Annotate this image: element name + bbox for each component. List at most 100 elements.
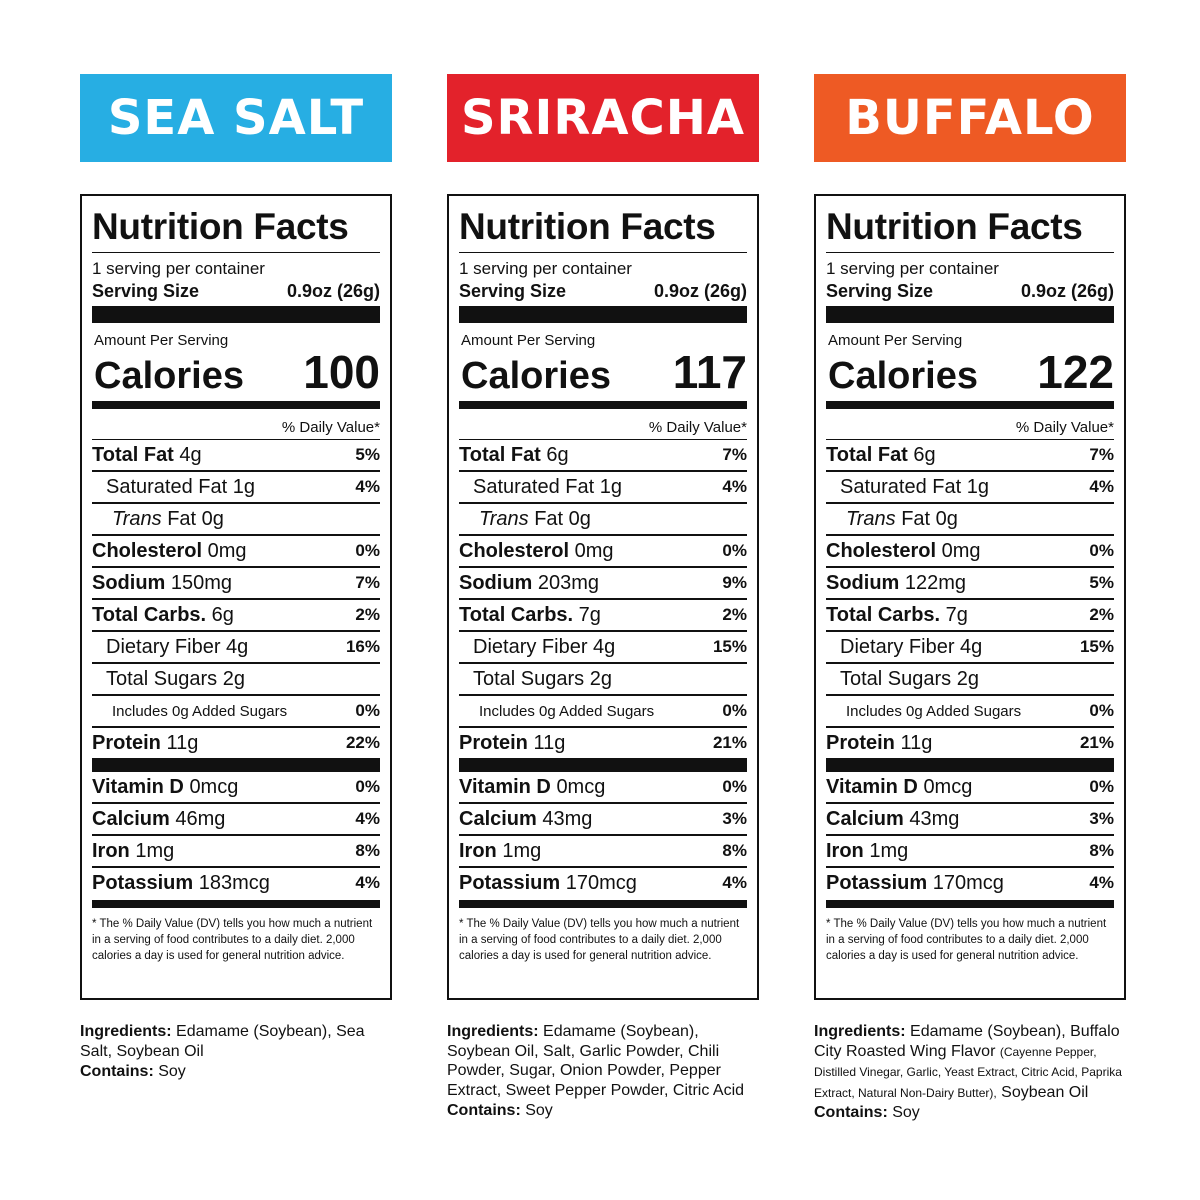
nutrient-dv: 3% <box>722 809 747 828</box>
nutrition-facts-label: Nutrition Facts 1 serving per container … <box>814 194 1126 1000</box>
flavor-banner: SEA SALT <box>80 74 392 162</box>
nutrient-label: Calcium <box>826 807 904 830</box>
nutrient-amount: 1mg <box>869 839 909 862</box>
nutrient-row-total-sugars: Total Sugars 2g <box>459 664 747 696</box>
daily-value-header: % Daily Value* <box>459 417 747 440</box>
nutrient-row-saturated-fat: Saturated Fat 1g 4% <box>826 472 1114 504</box>
nutrient-label: Dietary Fiber <box>473 635 588 658</box>
nutrient-row-saturated-fat: Saturated Fat 1g 4% <box>459 472 747 504</box>
ingredients-list: Edamame (Soybean), Soybean Oil, Salt, Ga… <box>447 1023 745 1099</box>
nutrient-amount: 183mcg <box>198 871 270 894</box>
flavor-banner: BUFFALO <box>814 74 1126 162</box>
nutrient-label: Cholesterol <box>92 539 203 562</box>
thick-divider <box>826 758 1114 772</box>
serving-size-row: Serving Size 0.9oz (26g) <box>826 280 1114 302</box>
servings-per-container: 1 serving per container <box>826 259 999 278</box>
medium-divider <box>459 401 747 409</box>
nutrient-amount: 1g <box>232 475 255 498</box>
ingredients-label: Ingredients: <box>447 1023 539 1040</box>
nutrient-label: Iron <box>459 839 497 862</box>
nutrient-amount: 1g <box>966 475 989 498</box>
ingredients-list-tail: Soybean Oil <box>1001 1083 1089 1101</box>
servings-per-container: 1 serving per container <box>92 259 265 278</box>
nutrient-amount: 0mg <box>207 539 247 562</box>
nutrient-row-dietary-fiber: Dietary Fiber 4g 15% <box>459 632 747 664</box>
nutrient-amount: 0mcg <box>556 775 606 798</box>
amount-per-serving: Amount Per Serving <box>828 332 963 349</box>
nutrient-row-added-sugars: Includes 0g Added Sugars 0% <box>459 696 747 728</box>
contains-label: Contains: <box>80 1063 154 1080</box>
calories-row: Calories 117 <box>459 349 747 397</box>
nutrient-amount: 6g <box>211 603 234 626</box>
calories-row: Calories 100 <box>92 349 380 397</box>
nutrient-amount: 170mcg <box>565 871 637 894</box>
thick-divider <box>826 306 1114 323</box>
product-column-sea-salt: SEA SALT Nutrition Facts 1 serving per c… <box>80 74 392 1080</box>
nutrient-row-potassium: Potassium 183mcg 4% <box>92 868 380 898</box>
nutrient-label: Vitamin D <box>459 775 551 798</box>
fat-word: Fat <box>167 507 197 530</box>
nutrient-label: Protein <box>459 731 528 754</box>
ingredients-text: Ingredients: Edamame (Soybean), Buffalo … <box>814 1022 1126 1103</box>
thick-divider <box>459 758 747 772</box>
ingredients-block: Ingredients: Edamame (Soybean), Soybean … <box>447 1022 759 1121</box>
nutrient-row-protein: Protein 11g 22% <box>92 728 380 758</box>
daily-value-footnote: * The % Daily Value (DV) tells you how m… <box>459 918 740 962</box>
nutrient-label: Cholesterol <box>459 539 570 562</box>
nutrient-row-iron: Iron 1mg 8% <box>92 836 380 868</box>
nutrient-amount: 170mcg <box>932 871 1004 894</box>
nutrient-label: Calcium <box>459 807 537 830</box>
nutrient-label: Total Fat <box>826 443 908 466</box>
nutrient-label: Dietary Fiber <box>840 635 955 658</box>
flavor-name: BUFFALO <box>845 90 1095 146</box>
trans-word: Trans <box>112 507 162 530</box>
nutrient-dv: 7% <box>722 445 747 464</box>
flavor-banner: SRIRACHA <box>447 74 759 162</box>
nutrient-label: Includes 0g Added Sugars <box>479 702 655 720</box>
contains-value: Soy <box>892 1104 920 1121</box>
nutrient-label: Calcium <box>92 807 170 830</box>
nutrient-row-total-fat: Total Fat 6g 7% <box>826 440 1114 472</box>
nutrient-label: Protein <box>92 731 161 754</box>
daily-value-header: % Daily Value* <box>826 417 1114 440</box>
nutrient-label: Includes 0g Added Sugars <box>846 702 1022 720</box>
nutrient-amount: 43mg <box>542 807 593 830</box>
daily-value-header: % Daily Value* <box>92 417 380 440</box>
nutrient-amount: 11g <box>533 731 566 754</box>
fat-word: Fat <box>534 507 564 530</box>
serving-size-value: 0.9oz (26g) <box>286 281 380 301</box>
nutrition-facts-label: Nutrition Facts 1 serving per container … <box>80 194 392 1000</box>
amount-per-serving: Amount Per Serving <box>461 332 596 349</box>
nutrient-dv: 0% <box>722 701 747 720</box>
footer-divider <box>459 900 747 908</box>
nutrient-amount: 1mg <box>135 839 175 862</box>
nutrient-amount: 0g <box>568 507 591 530</box>
nutrient-label: Protein <box>826 731 895 754</box>
serving-size-label: Serving Size <box>459 281 567 301</box>
thick-divider <box>92 306 380 323</box>
nutrient-row-trans-fat: Trans Fat 0g <box>459 504 747 536</box>
nutrient-amount: 46mg <box>175 807 226 830</box>
nutrient-row-total-sugars: Total Sugars 2g <box>826 664 1114 696</box>
nutrient-row-saturated-fat: Saturated Fat 1g 4% <box>92 472 380 504</box>
ingredients-list: Edamame (Soybean), Sea Salt, Soybean Oil <box>80 1023 365 1060</box>
nutrient-row-sodium: Sodium 203mg 9% <box>459 568 747 600</box>
nutrient-dv: 2% <box>355 605 380 624</box>
nutrient-amount: 0g <box>201 507 224 530</box>
fat-word: Fat <box>901 507 931 530</box>
contains-label: Contains: <box>447 1102 521 1119</box>
nutrient-amount: 43mg <box>909 807 960 830</box>
nutrient-dv: 22% <box>345 733 380 752</box>
nutrient-amount: 4g <box>226 635 249 658</box>
nutrient-row-trans-fat: Trans Fat 0g <box>92 504 380 536</box>
calories-label: Calories <box>461 355 611 397</box>
nutrient-label: Total Carbs. <box>459 603 574 626</box>
nutrient-amount: 0g <box>935 507 958 530</box>
nutrient-dv: 21% <box>712 733 747 752</box>
nutrient-label: Sodium <box>459 571 533 594</box>
calories-row: Calories 122 <box>826 349 1114 397</box>
nutrient-dv: 15% <box>1079 637 1114 656</box>
nutrient-dv: 0% <box>355 541 380 560</box>
nutrient-label: Potassium <box>92 871 194 894</box>
serving-size-value: 0.9oz (26g) <box>1020 281 1114 301</box>
